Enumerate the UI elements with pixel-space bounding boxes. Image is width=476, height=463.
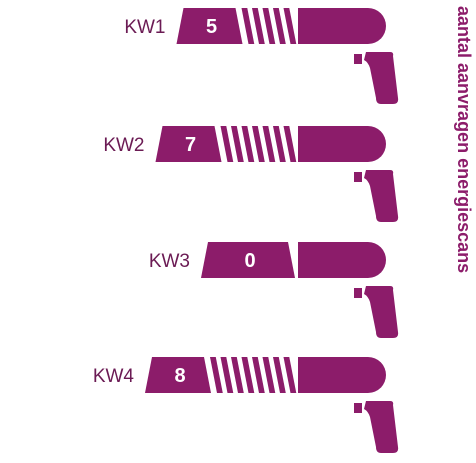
barcode-stripe <box>252 8 265 44</box>
chart-title: aantal aanvragen energiescans <box>454 6 474 273</box>
scanner-handle <box>364 52 399 104</box>
category-label: KW3 <box>149 251 190 272</box>
barcode-stripe <box>231 357 244 393</box>
scanner-handle <box>364 170 399 222</box>
barcode-stripe <box>283 357 297 393</box>
value-block <box>201 242 295 278</box>
data-label: 8 <box>174 365 185 387</box>
scanner-row: 5 KW1 <box>124 8 399 104</box>
scanner-row: 0 KW3 <box>149 242 399 338</box>
barcode-stripe <box>252 357 265 393</box>
scanner-trigger <box>354 403 362 413</box>
barcode-stripe <box>283 8 297 44</box>
barcode-stripe <box>241 357 255 393</box>
barcode-stripe <box>252 126 265 162</box>
scanner-trigger <box>354 288 362 298</box>
scanner-row: 8 KW4 <box>93 357 399 453</box>
scanner-head <box>298 126 386 162</box>
value-block <box>155 126 222 162</box>
scanner-head <box>298 8 386 44</box>
barcode-stripe <box>283 126 297 162</box>
barcode-stripe <box>241 126 255 162</box>
value-block <box>176 8 243 44</box>
barcode-stripe <box>262 126 276 162</box>
barcode-stripe <box>273 126 286 162</box>
barcode-stripe <box>241 8 255 44</box>
scanner-row: 7 KW2 <box>103 126 399 222</box>
data-label: 5 <box>206 16 217 38</box>
scanner-trigger <box>354 172 362 182</box>
barcode-stripe <box>231 126 244 162</box>
scanner-trigger <box>354 54 362 64</box>
scanner-head <box>298 357 386 393</box>
barcode-stripe <box>273 8 286 44</box>
scanner-head <box>298 242 386 278</box>
data-label: 7 <box>185 134 196 156</box>
value-block <box>145 357 211 393</box>
category-label: KW2 <box>103 135 144 156</box>
barcode-stripe <box>210 357 223 393</box>
category-label: KW4 <box>93 366 135 387</box>
value-bar <box>241 8 297 44</box>
barcode-stripe <box>220 126 234 162</box>
value-bar <box>210 357 297 393</box>
category-label: KW1 <box>124 17 165 38</box>
data-label: 0 <box>244 250 255 272</box>
barcode-stripe <box>262 357 276 393</box>
barcode-stripe <box>273 357 286 393</box>
barcode-stripe <box>220 357 234 393</box>
scanner-handle <box>364 286 399 338</box>
scanner-handle <box>364 401 399 453</box>
value-bar <box>220 126 297 162</box>
barcode-stripe <box>262 8 276 44</box>
